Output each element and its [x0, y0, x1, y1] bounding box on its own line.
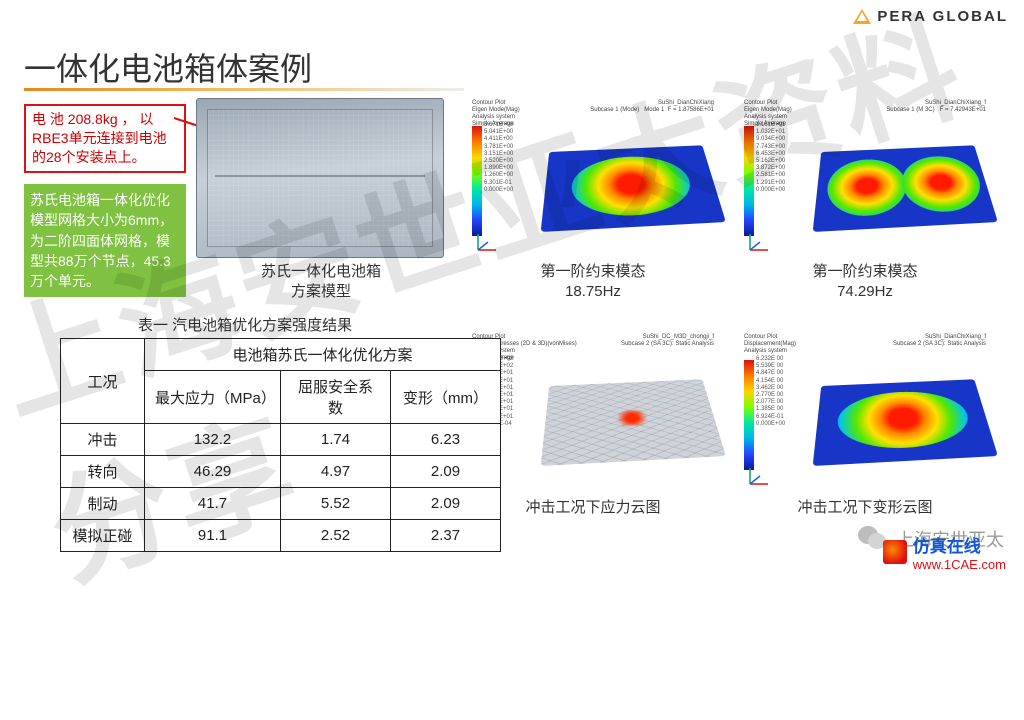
axis-triad-icon [746, 462, 772, 488]
legend-strip-icon [472, 126, 482, 236]
contour1-plate [541, 145, 726, 232]
caption-stress: 冲击工况下应力云图 [468, 498, 718, 518]
contour4-tr: SuShi_DianChiXiang_f Subcase 2 (SA 3C): … [893, 334, 986, 348]
caption-deform: 冲击工况下变形云图 [740, 498, 990, 518]
fea-model-image [196, 98, 444, 258]
footer-sim-url: www.1CAE.com [913, 557, 1006, 572]
legend-strip-icon [744, 126, 754, 236]
cell: 4.97 [281, 456, 391, 488]
contour-mode1: Contour Plot Eigen Mode(Mag) Analysis sy… [468, 98, 718, 258]
axis-triad-icon [746, 228, 772, 254]
th-col1: 屈服安全系数 [281, 371, 391, 424]
contour-stress: Contour Plot Element Stresses (2D & 3D)(… [468, 332, 718, 492]
cell: 2.37 [391, 520, 501, 552]
contour-deform: Contour Plot Displacement(Mag) Analysis … [740, 332, 990, 492]
contour1-tr: SuShi_DianChiXiang Subcase 1 (Mode) Mode… [590, 100, 714, 114]
cell: 46.29 [145, 456, 281, 488]
th-col0: 最大应力（MPa） [145, 371, 281, 424]
caption-mode1: 第一阶约束模态 18.75Hz [468, 262, 718, 303]
title-underline [24, 88, 464, 91]
brand-name: PERA GLOBAL [877, 8, 1008, 25]
row-label: 冲击 [61, 424, 145, 456]
cell: 132.2 [145, 424, 281, 456]
cell: 91.1 [145, 520, 281, 552]
slide-root: PERA GLOBAL 一体化电池箱体案例 电 池 208.8kg ， 以RBE… [0, 0, 1024, 576]
table-header-row: 工况 电池箱苏氏一体化优化方案 [61, 339, 501, 371]
footer-sim: 仿真在线 www.1CAE.com [883, 532, 1006, 572]
contour3-plate [541, 379, 726, 466]
contour3-tr: SuShi_DC_M3D_chongji_f Subcase 2 (SA 3C)… [621, 334, 714, 348]
th-rowheader: 工况 [61, 339, 145, 424]
cell: 41.7 [145, 488, 281, 520]
cell: 6.23 [391, 424, 501, 456]
table-row: 冲击 132.2 1.74 6.23 [61, 424, 501, 456]
contour4-plate [813, 379, 998, 466]
caption-model: 苏氏一体化电池箱 方案模型 [196, 262, 446, 303]
th-group: 电池箱苏氏一体化优化方案 [145, 339, 501, 371]
table-row: 模拟正碰 91.1 2.52 2.37 [61, 520, 501, 552]
table-title: 表一 汽电池箱优化方案强度结果 [138, 314, 352, 335]
logo-triangle-icon [853, 9, 871, 24]
table-row: 转向 46.29 4.97 2.09 [61, 456, 501, 488]
cell: 2.52 [281, 520, 391, 552]
legend-strip-icon [744, 360, 754, 470]
footer-sim-cn: 仿真在线 [913, 532, 1006, 557]
contour4-legend: 6.232E 00 5.539E 00 4.847E 00 4.154E 00 … [756, 356, 785, 428]
row-label: 模拟正碰 [61, 520, 145, 552]
brand-logo: PERA GLOBAL [853, 8, 1008, 25]
contour4-tl: Contour Plot Displacement(Mag) Analysis … [744, 334, 796, 355]
th-col2: 变形（mm） [391, 371, 501, 424]
axis-triad-icon [474, 228, 500, 254]
contour1-legend: 5.671E+00 5.041E+00 4.411E+00 3.781E+00 … [484, 122, 513, 194]
callout-green: 苏氏电池箱一体化优化模型网格大小为6mm，为二阶四面体网格，模型共88万个节点，… [24, 184, 186, 297]
contour2-legend: 1.161E+01 1.032E+01 9.034E+00 7.743E+00 … [756, 122, 785, 194]
cell: 2.09 [391, 488, 501, 520]
contour-mode2: Contour Plot Eigen Mode(Mag) Analysis sy… [740, 98, 990, 258]
cell: 2.09 [391, 456, 501, 488]
table-row: 制动 41.7 5.52 2.09 [61, 488, 501, 520]
row-label: 制动 [61, 488, 145, 520]
sim-logo-icon [883, 540, 907, 564]
row-label: 转向 [61, 456, 145, 488]
callout-red: 电 池 208.8kg ， 以RBE3单元连接到电池的28个安装点上。 [24, 104, 186, 173]
cell: 1.74 [281, 424, 391, 456]
page-title: 一体化电池箱体案例 [24, 44, 312, 90]
cell: 5.52 [281, 488, 391, 520]
caption-mode2: 第一阶约束模态 74.29Hz [740, 262, 990, 303]
contour2-tr: SuShi_DianChiXiang_f Subcase 1 (M 3C) F … [886, 100, 986, 114]
results-table: 工况 电池箱苏氏一体化优化方案 最大应力（MPa） 屈服安全系数 变形（mm） … [60, 338, 501, 552]
contour2-plate [813, 145, 998, 232]
